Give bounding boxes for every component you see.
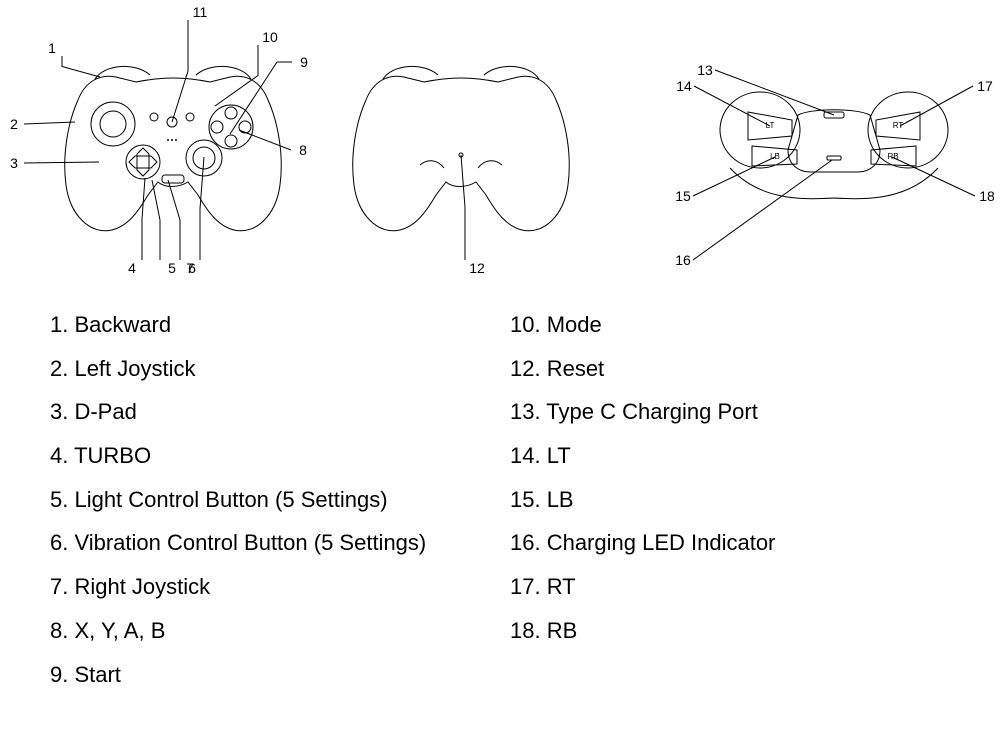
legend-item-5: 5. Light Control Button (5 Settings) bbox=[50, 485, 510, 515]
legend-item-9: 9. Start bbox=[50, 660, 510, 690]
callout-number-18: 18 bbox=[979, 188, 995, 204]
leader-line-13 bbox=[715, 70, 834, 115]
legend-item-8: 8. X, Y, A, B bbox=[50, 616, 510, 646]
back-view bbox=[353, 66, 570, 230]
leader-line-2 bbox=[24, 122, 75, 124]
callout-number-12: 12 bbox=[469, 260, 485, 276]
legend-item-18: 18. RB bbox=[510, 616, 930, 646]
callout-number-14: 14 bbox=[676, 78, 692, 94]
leader-line-12 bbox=[461, 155, 465, 260]
leader-line-8 bbox=[239, 130, 291, 150]
callout-number-16: 16 bbox=[675, 252, 691, 268]
callout-number-9: 9 bbox=[300, 54, 308, 70]
callout-number-11: 11 bbox=[193, 4, 208, 20]
callout-number-15: 15 bbox=[675, 188, 691, 204]
legend-column-1: 1. Backward 2. Left Joystick 3. D-Pad 4. TU… bbox=[50, 310, 510, 703]
callout-number-5: 5 bbox=[168, 260, 176, 276]
legend-item-6: 6. Vibration Control Button (5 Settings) bbox=[50, 528, 510, 558]
leader-line-18 bbox=[892, 157, 975, 196]
rt-label: RT bbox=[893, 121, 904, 130]
legend-item-15: 15. LB bbox=[510, 485, 930, 515]
leader-line-6 bbox=[168, 180, 180, 260]
callout-number-3: 3 bbox=[10, 155, 18, 171]
callout-number-4: 4 bbox=[128, 260, 136, 276]
callout-number-13: 13 bbox=[697, 62, 713, 78]
callout-number-1: 1 bbox=[48, 40, 56, 56]
leader-lines bbox=[24, 20, 975, 260]
legend-column-2: 10. Mode 12. Reset 13. Type C Charging Por… bbox=[510, 310, 930, 703]
leader-line-1 bbox=[62, 56, 100, 77]
leader-line-11 bbox=[172, 20, 188, 122]
controller-diagram-svg: LT RT LB RB bbox=[0, 0, 1000, 300]
leader-line-7 bbox=[200, 157, 204, 260]
leader-line-16 bbox=[693, 160, 832, 260]
legend-area: 1. Backward 2. Left Joystick 3. D-Pad 4. TU… bbox=[50, 310, 950, 703]
legend-item-1: 1. Backward bbox=[50, 310, 510, 340]
legend-item-14: 14. LT bbox=[510, 441, 930, 471]
legend-item-16: 16. Charging LED Indicator bbox=[510, 528, 930, 558]
leader-line-4 bbox=[142, 178, 145, 260]
legend-item-3: 3. D-Pad bbox=[50, 397, 510, 427]
leader-line-9 bbox=[230, 62, 292, 134]
legend-item-4: 4. TURBO bbox=[50, 441, 510, 471]
diagram-area: LT RT LB RB 123456789101112131415161718 bbox=[0, 0, 1000, 300]
legend-item-10: 10. Mode bbox=[510, 310, 930, 340]
callout-number-2: 2 bbox=[10, 116, 18, 132]
bottom-view: LT RT LB RB bbox=[720, 92, 948, 199]
leader-line-5 bbox=[152, 180, 160, 260]
callout-number-10: 10 bbox=[262, 29, 278, 45]
legend-item-17: 17. RT bbox=[510, 572, 930, 602]
leader-line-3 bbox=[24, 162, 99, 163]
callout-number-7: 7 bbox=[186, 260, 194, 276]
legend-item-2: 2. Left Joystick bbox=[50, 354, 510, 384]
callout-number-8: 8 bbox=[299, 142, 307, 158]
front-view bbox=[65, 66, 282, 230]
leader-line-10 bbox=[215, 45, 258, 106]
callout-number-17: 17 bbox=[977, 78, 993, 94]
legend-item-13: 13. Type C Charging Port bbox=[510, 397, 930, 427]
legend-item-7: 7. Right Joystick bbox=[50, 572, 510, 602]
legend-item-12: 12. Reset bbox=[510, 354, 930, 384]
lb-label: LB bbox=[770, 152, 780, 161]
